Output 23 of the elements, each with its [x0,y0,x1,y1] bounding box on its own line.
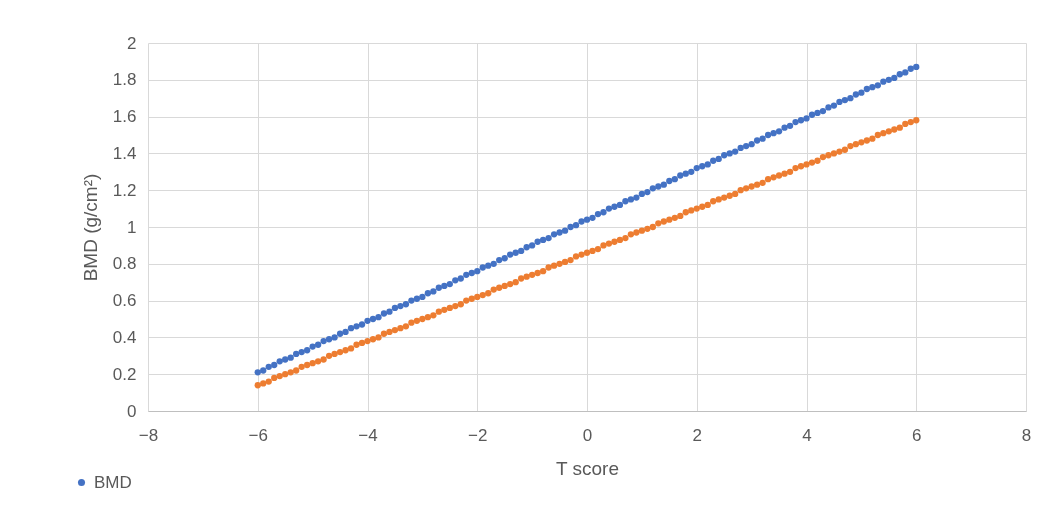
y-tick-label: 0.2 [112,364,137,384]
y-tick-label: 0 [127,401,137,421]
y-tick-label: 1.4 [112,143,137,163]
y-axis-title: BMD (g/cm²) [79,173,101,282]
x-tick-label: 6 [912,425,922,445]
y-tick-label: 2 [127,33,137,53]
x-tick-label: 2 [692,425,702,445]
y-tick-label: 1.8 [112,70,137,90]
x-tick-label: −6 [248,425,268,445]
x-tick-label: −2 [468,425,488,445]
legend-label: BMD [94,472,132,492]
y-tick-label: 0.8 [112,254,137,274]
y-tick-label: 1.2 [112,180,137,200]
x-axis-title: T score [555,457,620,479]
x-tick-label: −4 [358,425,378,445]
x-tick-label: −8 [138,425,159,445]
y-tick-label: 0.6 [112,291,137,311]
x-tick-label: 8 [1021,425,1032,445]
x-tick-label: 0 [582,425,593,445]
x-tick-label: 4 [802,425,812,445]
y-tick-label: 0.4 [112,327,137,347]
y-tick-label: 1 [127,217,137,237]
y-tick-label: 1.6 [112,107,137,127]
